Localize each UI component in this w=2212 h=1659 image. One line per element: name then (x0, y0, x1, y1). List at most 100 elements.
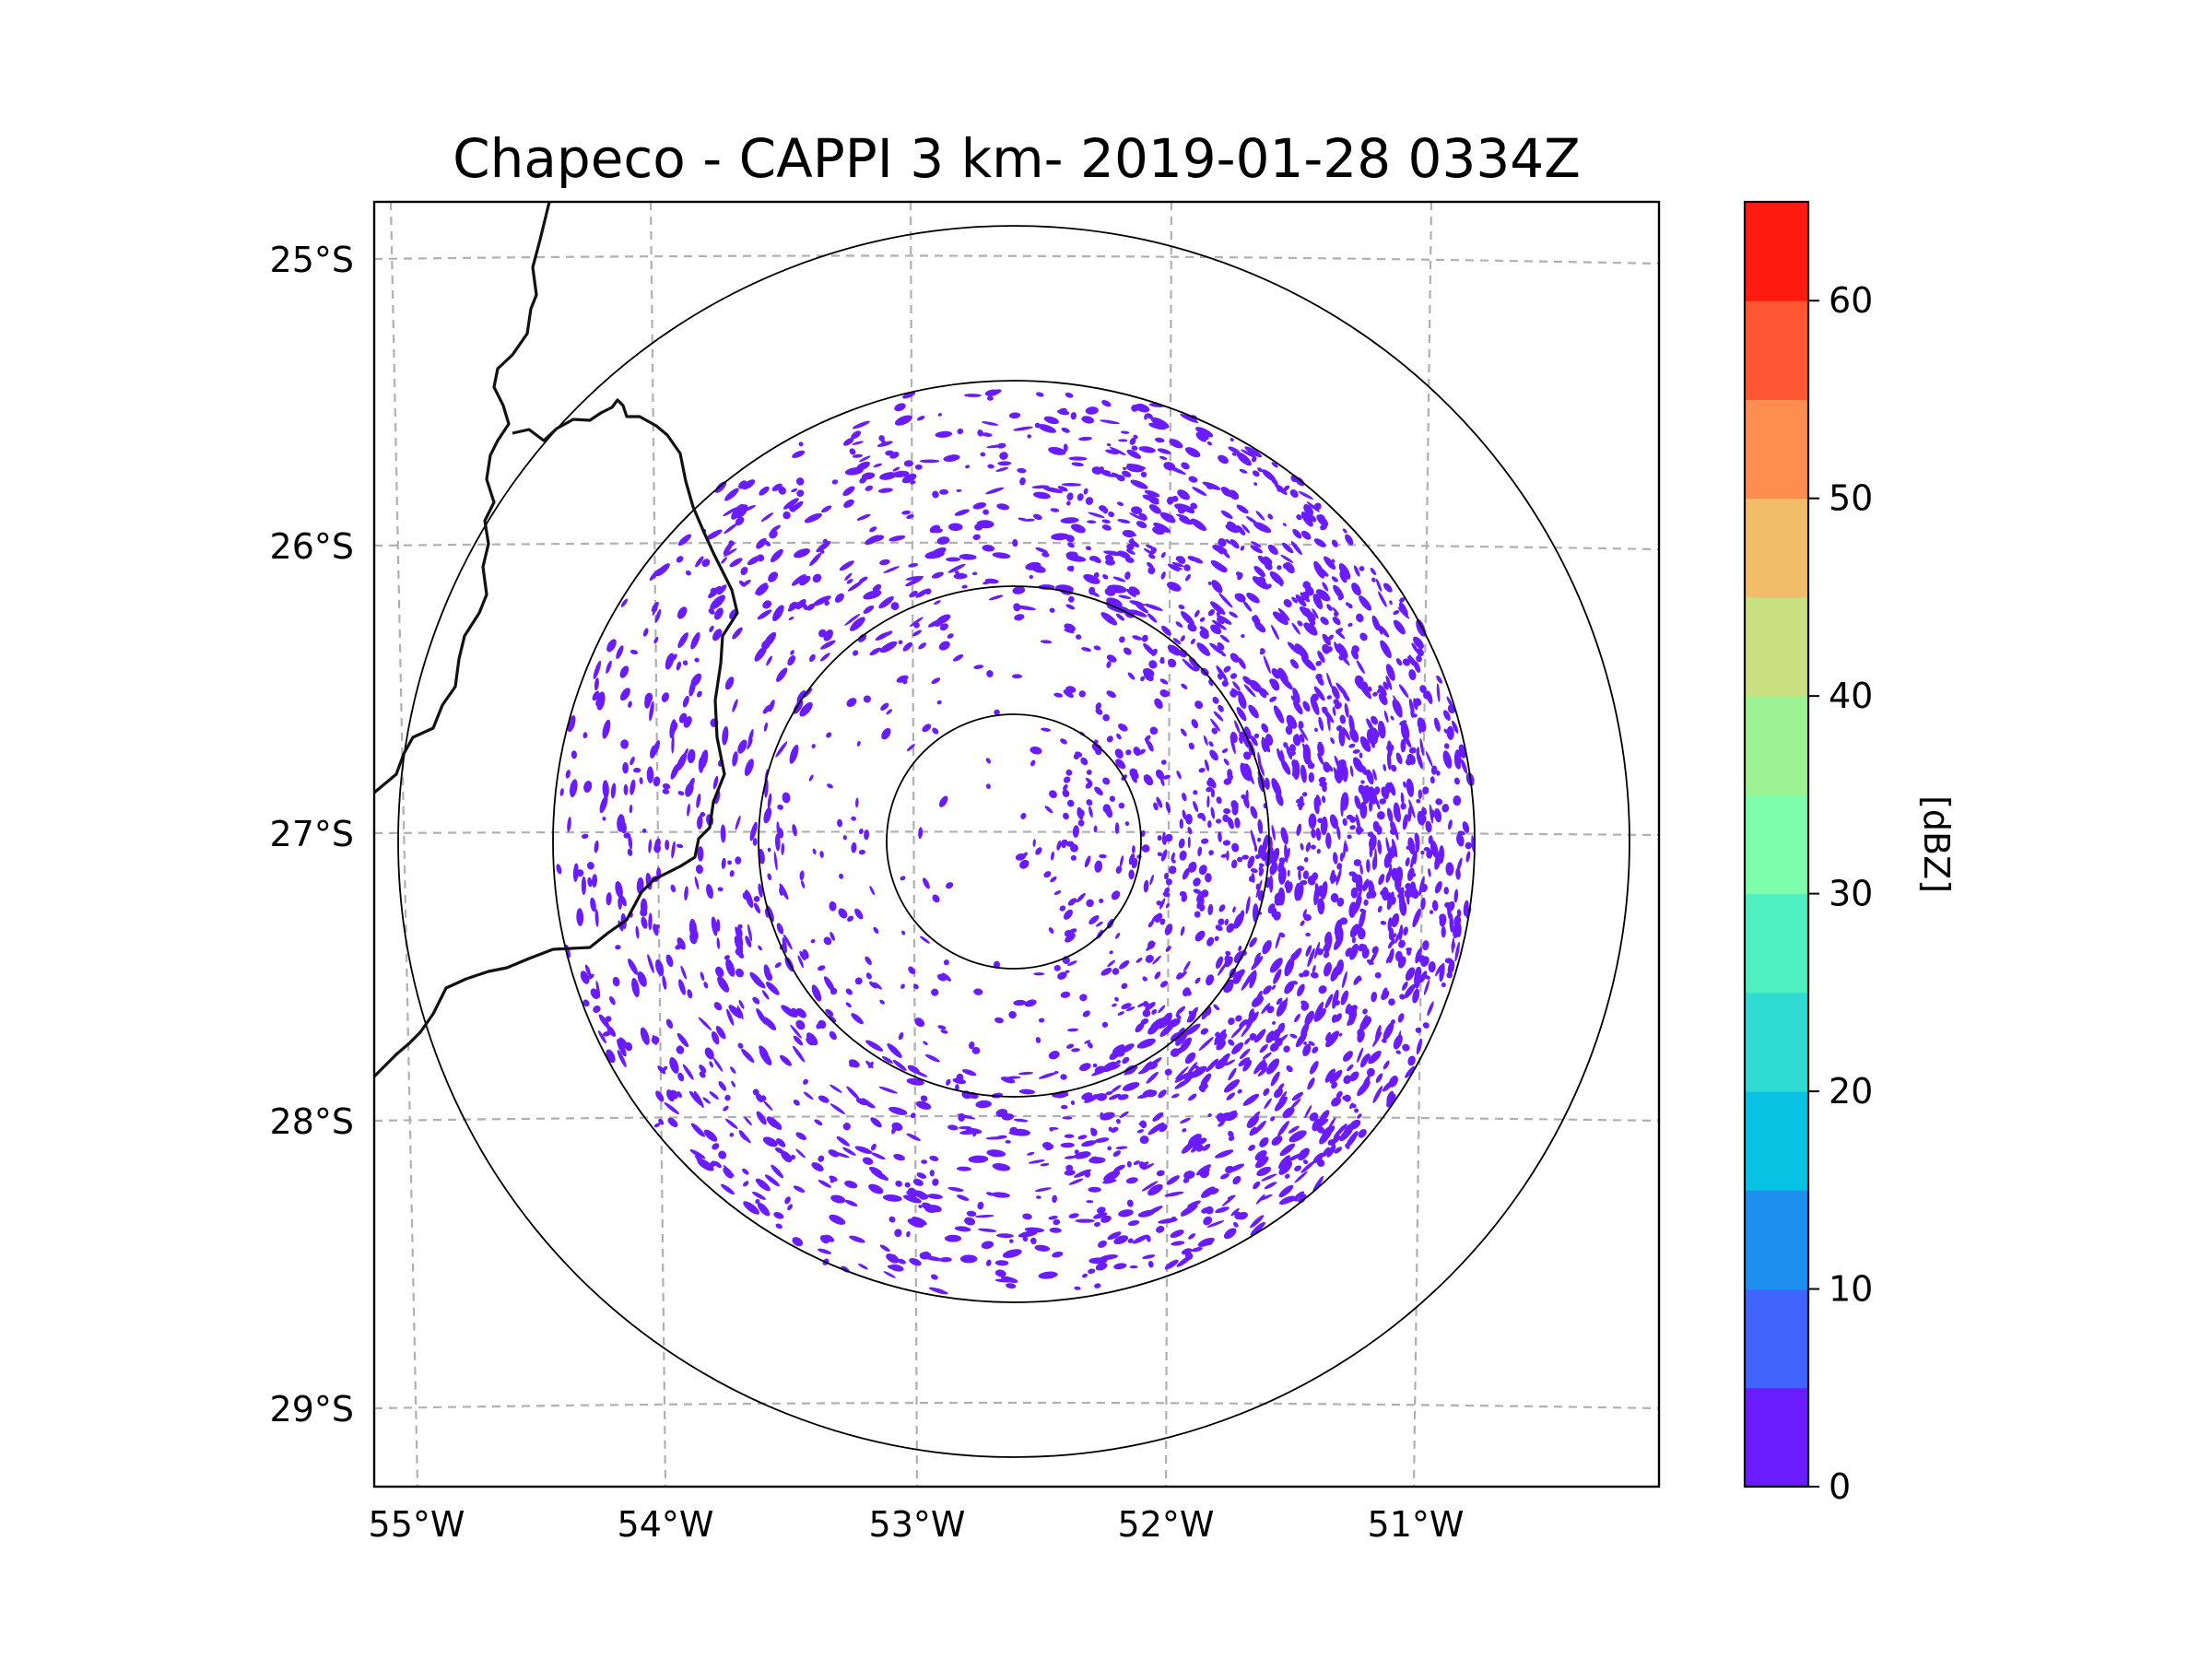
echo-speck (1418, 876, 1425, 896)
echo-speck (1343, 840, 1347, 859)
echo-speck (763, 1100, 773, 1112)
echo-speck (1253, 1120, 1266, 1135)
parallel-29s (374, 1401, 1659, 1410)
echo-speck (769, 529, 778, 539)
echo-speck (1226, 1092, 1236, 1100)
echo-speck (987, 395, 994, 401)
echo-speck (762, 600, 772, 609)
echo-speck (1060, 1104, 1068, 1110)
echo-speck (669, 1089, 678, 1100)
echo-speck (688, 919, 698, 939)
echo-speck (772, 605, 784, 622)
echo-speck (1013, 999, 1027, 1006)
echo-speck (662, 1065, 668, 1072)
echo-speck (1131, 445, 1138, 451)
echo-speck (1313, 538, 1326, 547)
echo-speck (1416, 1038, 1423, 1055)
echo-speck (1230, 800, 1239, 810)
echo-speck (720, 824, 726, 843)
echo-speck (1043, 416, 1059, 425)
echo-speck (977, 1201, 984, 1210)
echo-speck (774, 962, 782, 969)
echo-speck (1302, 1043, 1312, 1057)
echo-speck (1434, 881, 1442, 894)
echo-speck (1071, 1048, 1080, 1053)
echo-speck (1294, 643, 1309, 660)
echo-speck (629, 779, 636, 795)
echo-speck (1057, 409, 1070, 416)
map-axes: 25°S 26°S 27°S 28°S 29°S 55°W 54°W 53°W … (270, 200, 1661, 1545)
echo-speck (1446, 971, 1453, 979)
echo-speck (1254, 1156, 1269, 1169)
echo-speck (1335, 867, 1342, 886)
echo-speck (865, 1060, 874, 1069)
echo-speck (1215, 924, 1223, 932)
echo-speck (831, 479, 839, 485)
echo-speck (1242, 1093, 1260, 1106)
echo-speck (1160, 513, 1174, 518)
echo-speck (1095, 708, 1103, 715)
echo-speck (1385, 664, 1395, 681)
echo-speck (708, 608, 715, 615)
echo-speck (602, 817, 606, 821)
meridian-51w (1412, 202, 1433, 1487)
echo-speck (1094, 1065, 1106, 1075)
echo-speck (676, 843, 684, 849)
echo-speck (1261, 1173, 1277, 1182)
echo-speck (1255, 879, 1263, 899)
echo-speck (1094, 1137, 1110, 1143)
echo-speck (846, 579, 853, 584)
echo-speck (654, 608, 662, 623)
echo-speck (1205, 873, 1212, 883)
echo-speck (606, 639, 617, 653)
echo-speck (1146, 413, 1154, 419)
echo-speck (593, 1006, 601, 1013)
echo-speck (1292, 734, 1301, 747)
echo-speck (1403, 781, 1406, 788)
echo-speck (699, 1065, 707, 1074)
echo-speck (871, 1152, 886, 1160)
echo-speck (1453, 777, 1460, 785)
echo-speck (752, 838, 758, 846)
echo-speck (701, 559, 711, 568)
echo-speck (920, 935, 930, 944)
lon-tick-55w: 55°W (369, 1504, 465, 1545)
echo-speck (688, 782, 692, 787)
echo-speck (1412, 873, 1417, 877)
echo-speck (851, 430, 862, 440)
echo-speck (620, 598, 629, 607)
echo-speck (1247, 855, 1255, 869)
echo-speck (1291, 771, 1296, 777)
meridian-53w (909, 202, 919, 1487)
echo-speck (1291, 1091, 1304, 1101)
echo-speck (749, 971, 764, 988)
echo-speck (1162, 891, 1171, 898)
echo-speck (1289, 659, 1300, 669)
echo-speck (1147, 1183, 1163, 1196)
echo-speck (1038, 1271, 1058, 1279)
echo-speck (1323, 951, 1330, 959)
echo-speck (1381, 1039, 1387, 1043)
echo-speck (1398, 887, 1405, 900)
echo-speck (1092, 1063, 1098, 1068)
echo-speck (1177, 971, 1187, 980)
echo-speck (755, 1198, 760, 1205)
lon-tick-51w: 51°W (1368, 1504, 1465, 1545)
echo-speck (712, 1057, 724, 1072)
echo-speck (1184, 1052, 1196, 1065)
echo-speck (858, 849, 865, 855)
echo-speck (1201, 1186, 1216, 1198)
echo-speck (1326, 712, 1331, 732)
echo-speck (729, 558, 743, 568)
echo-speck (1385, 675, 1393, 690)
echo-speck (1385, 837, 1391, 855)
echo-speck (1012, 538, 1018, 547)
echo-speck (747, 924, 753, 942)
echo-speck (1134, 602, 1149, 614)
echo-speck (1171, 852, 1175, 862)
echo-speck (838, 908, 848, 919)
echo-speck (1035, 847, 1042, 855)
echo-speck (1263, 655, 1271, 674)
echo-speck (1242, 1059, 1253, 1072)
echo-speck (1148, 660, 1158, 669)
